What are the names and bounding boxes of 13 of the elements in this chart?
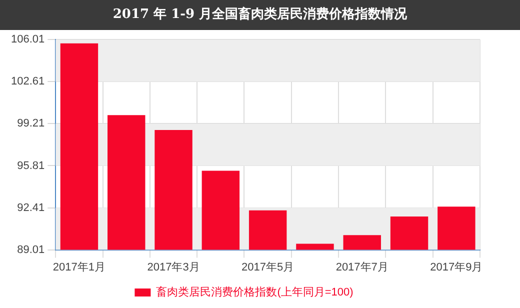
y-tick-label: 99.21 (17, 118, 45, 130)
x-tick-label: 2017年5月 (242, 261, 294, 274)
x-tick-label: 2017年9月 (430, 261, 483, 274)
x-tick-label: 2017年3月 (147, 261, 200, 274)
legend-label: 畜肉类居民消费价格指数(上年同月=100) (156, 286, 354, 299)
x-tick-label: 2017年7月 (336, 261, 388, 274)
y-tick-label: 95.81 (17, 160, 45, 172)
y-tick-label: 92.41 (17, 202, 45, 214)
y-tick-label: 89.01 (17, 244, 45, 256)
y-tick-label: 106.01 (10, 34, 45, 46)
x-tick-label: 2017年1月 (52, 261, 106, 274)
chart-title: 2017 年 1-9 月全国畜肉类居民消费价格指数情况 (0, 0, 520, 30)
y-tick-label: 102.61 (10, 76, 45, 88)
